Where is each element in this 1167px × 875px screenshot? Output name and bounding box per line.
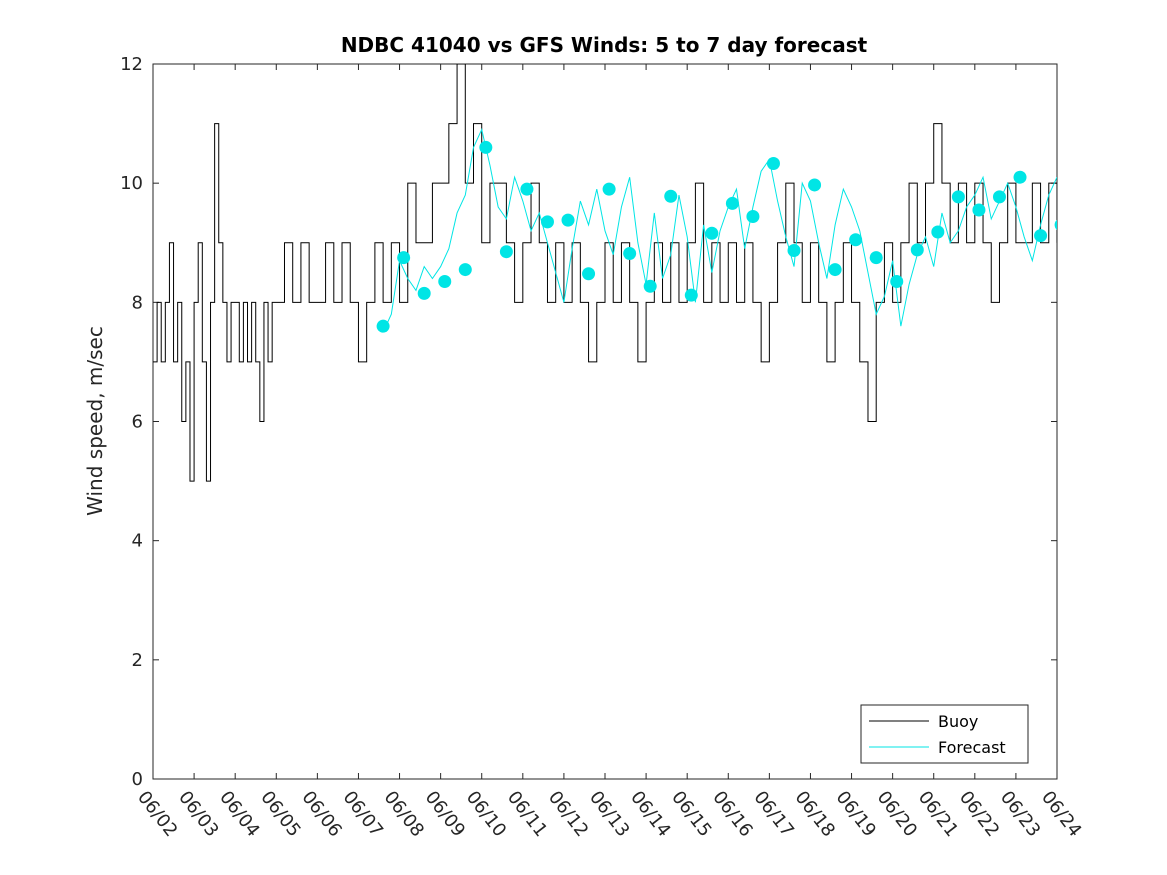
forecast-marker (787, 243, 801, 257)
x-tick-label: 06/16 (708, 787, 756, 841)
x-tick-label: 06/11 (503, 787, 551, 841)
forecast-marker (520, 182, 534, 196)
forecast-marker (1013, 170, 1027, 184)
legend-label-forecast: Forecast (938, 738, 1006, 757)
x-tick-label: 06/02 (133, 787, 181, 841)
forecast-marker (869, 251, 883, 265)
forecast-marker (931, 225, 945, 239)
y-tick-label: 6 (132, 412, 143, 433)
x-tick-label: 06/19 (832, 787, 880, 841)
y-tick-label: 2 (132, 650, 143, 671)
forecast-marker (972, 203, 986, 217)
forecast-marker (910, 243, 924, 257)
forecast-marker (808, 178, 822, 192)
forecast-marker (561, 213, 575, 227)
forecast-marker (705, 226, 719, 240)
chart-title: NDBC 41040 vs GFS Winds: 5 to 7 day fore… (341, 33, 868, 57)
y-tick-label: 4 (132, 531, 143, 552)
y-tick-label: 8 (132, 292, 143, 313)
y-tick-label: 0 (132, 769, 143, 790)
forecast-marker (438, 274, 452, 288)
axes-box (152, 63, 1058, 780)
forecast-marker (499, 245, 513, 259)
x-tick-label: 06/23 (996, 787, 1044, 841)
forecast-marker (540, 215, 554, 229)
x-tick-label: 06/08 (380, 787, 428, 841)
forecast-marker (849, 233, 863, 247)
forecast-marker (725, 196, 739, 210)
forecast-marker (479, 140, 493, 154)
forecast-marker (664, 189, 678, 203)
forecast-marker (828, 263, 842, 277)
forecast-marker (1054, 219, 1057, 230)
x-tick-label: 06/20 (873, 787, 921, 841)
y-tick-label: 10 (120, 173, 143, 194)
forecast-marker (582, 267, 596, 281)
x-tick-label: 06/09 (421, 787, 469, 841)
forecast-marker (458, 263, 472, 277)
forecast-marker (417, 286, 431, 300)
x-tick-label: 06/21 (914, 787, 962, 841)
y-axis-label: Wind speed, m/sec (83, 326, 107, 516)
forecast-marker (376, 319, 390, 333)
x-tick-label: 06/07 (339, 787, 387, 841)
forecast-marker (623, 246, 637, 260)
forecast-marker (766, 157, 780, 171)
x-tick-label: 06/18 (791, 787, 839, 841)
x-tick-label: 06/04 (215, 787, 263, 841)
y-tick-label: 12 (120, 54, 143, 75)
forecast-marker (1034, 229, 1048, 243)
forecast-marker (684, 288, 698, 302)
x-tick-label: 06/12 (544, 787, 592, 841)
x-tick-label: 06/05 (256, 787, 304, 841)
forecast-marker (643, 279, 657, 293)
x-tick-label: 06/03 (174, 787, 222, 841)
x-tick-label: 06/13 (585, 787, 633, 841)
x-tick-label: 06/10 (462, 787, 510, 841)
forecast-marker (992, 190, 1006, 204)
legend: Buoy Forecast (860, 704, 1029, 764)
forecast-marker (602, 182, 616, 196)
forecast-marker (746, 210, 760, 224)
x-tick-label: 06/22 (955, 787, 1003, 841)
series-line-forecast (382, 128, 1057, 333)
legend-label-buoy: Buoy (938, 712, 978, 731)
series-group (153, 64, 1057, 482)
x-tick-label: 06/17 (749, 787, 797, 841)
forecast-marker (951, 190, 965, 204)
x-tick-label: 06/15 (667, 787, 715, 841)
forecast-marker (397, 251, 411, 265)
x-tick-label: 06/24 (1037, 787, 1085, 841)
x-tick-label: 06/14 (626, 787, 674, 841)
x-tick-label: 06/06 (297, 787, 345, 841)
forecast-marker (890, 274, 904, 288)
legend-box (860, 704, 1029, 764)
